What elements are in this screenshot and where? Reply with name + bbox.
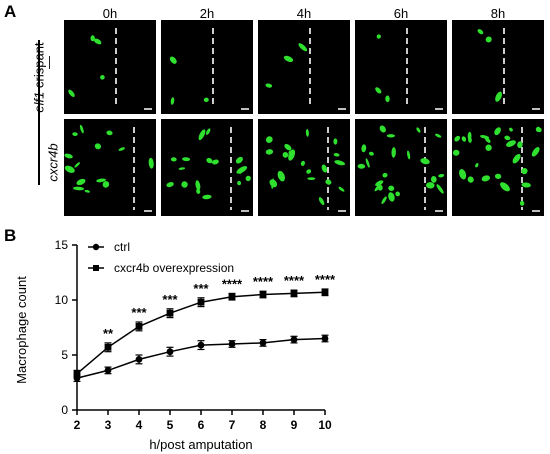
row-group-bracket [38, 40, 40, 185]
point-s1-9 [290, 290, 298, 297]
x-tick-label-5: 5 [167, 418, 174, 432]
point-s1-6 [197, 298, 205, 306]
significance-4: *** [131, 305, 147, 320]
point-s0-4 [135, 356, 143, 363]
legend-ctrl-label: ctrl [114, 240, 130, 254]
microscopy-image-r2-c4 [355, 119, 447, 216]
y-tick-label-0: 0 [61, 403, 68, 417]
x-tick-label-9: 9 [291, 418, 298, 432]
column-label-6h: 6h [393, 6, 409, 21]
point-s1-3 [104, 343, 112, 351]
y-tick-label-15: 15 [55, 238, 69, 252]
column-label-2h: 2h [199, 6, 215, 21]
significance-10: **** [315, 272, 336, 287]
point-s0-5 [166, 348, 174, 356]
legend-cxcr4b-label: cxcr4b overexpression [114, 261, 234, 275]
legend-cxcr4b-marker [93, 265, 99, 271]
x-tick-label-4: 4 [136, 418, 143, 432]
significance-6: *** [193, 281, 209, 296]
x-tick-label-7: 7 [229, 418, 236, 432]
panel-a-letter: A [4, 2, 17, 21]
point-s0-7 [228, 340, 236, 348]
microscopy-image-r1-c5 [452, 20, 544, 114]
point-s0-8 [259, 339, 267, 347]
point-s0-9 [290, 336, 298, 343]
significance-3: ** [103, 326, 114, 341]
microscopy-image-r1-c2 [161, 20, 253, 114]
microscopy-image-r1-c3 [258, 20, 350, 114]
significance-9: **** [284, 273, 305, 288]
x-tick-label-10: 10 [318, 418, 332, 432]
point-s0-6 [197, 341, 205, 349]
point-s1-5 [166, 309, 174, 317]
chart-legend: ctrl cxcr4b overexpression [88, 240, 234, 275]
x-tick-label-6: 6 [198, 418, 205, 432]
microscopy-image-r2-c3 [258, 119, 350, 216]
point-s1-7 [228, 293, 236, 301]
point-s1-8 [259, 291, 267, 298]
column-label-8h: 8h [490, 6, 506, 21]
y-tick-label-5: 5 [61, 348, 68, 362]
point-s0-3 [104, 367, 112, 374]
significance-8: **** [253, 274, 274, 289]
legend-ctrl-marker [92, 243, 100, 251]
x-tick-label-8: 8 [260, 418, 267, 432]
significance-7: **** [222, 276, 243, 291]
column-label-0h: 0h [102, 6, 118, 21]
x-tick-label-2: 2 [74, 418, 81, 432]
y-tick-label-10: 10 [55, 293, 69, 307]
x-axis-label: h/post amputation [149, 437, 252, 452]
microscopy-image-r1-c4 [355, 20, 447, 114]
point-s1-2 [73, 370, 81, 378]
microscopy-image-r2-c5 [452, 119, 544, 216]
point-s1-4 [135, 323, 143, 330]
significance-5: *** [162, 292, 178, 307]
column-label-4h: 4h [296, 6, 312, 21]
point-s1-10 [321, 288, 329, 296]
microscopy-image-r2-c1 [64, 119, 156, 216]
microscopy-image-r2-c2 [161, 119, 253, 216]
x-tick-label-3: 3 [105, 418, 112, 432]
panel-b-letter: B [4, 226, 17, 245]
microscopy-image-r1-c1 [64, 20, 156, 114]
point-s0-10 [321, 335, 329, 342]
y-axis-label: Macrophage count [14, 276, 29, 384]
